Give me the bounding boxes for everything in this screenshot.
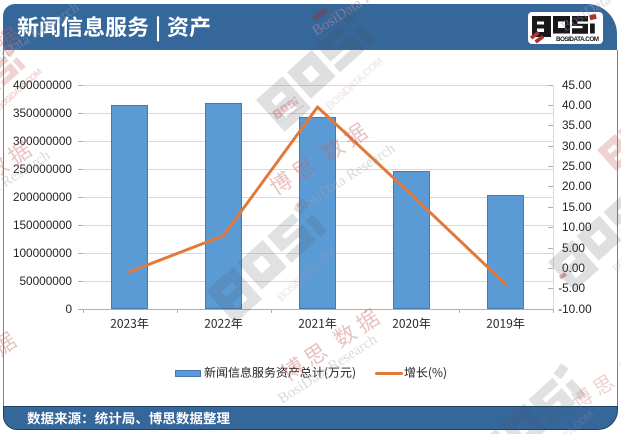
- svg-text:BosiData Research: BosiData Research: [0, 147, 54, 223]
- svg-text:BOSiDATA.COM: BOSiDATA.COM: [611, 221, 621, 274]
- svg-text:BOSIDATA.COM: BOSIDATA.COM: [556, 36, 599, 43]
